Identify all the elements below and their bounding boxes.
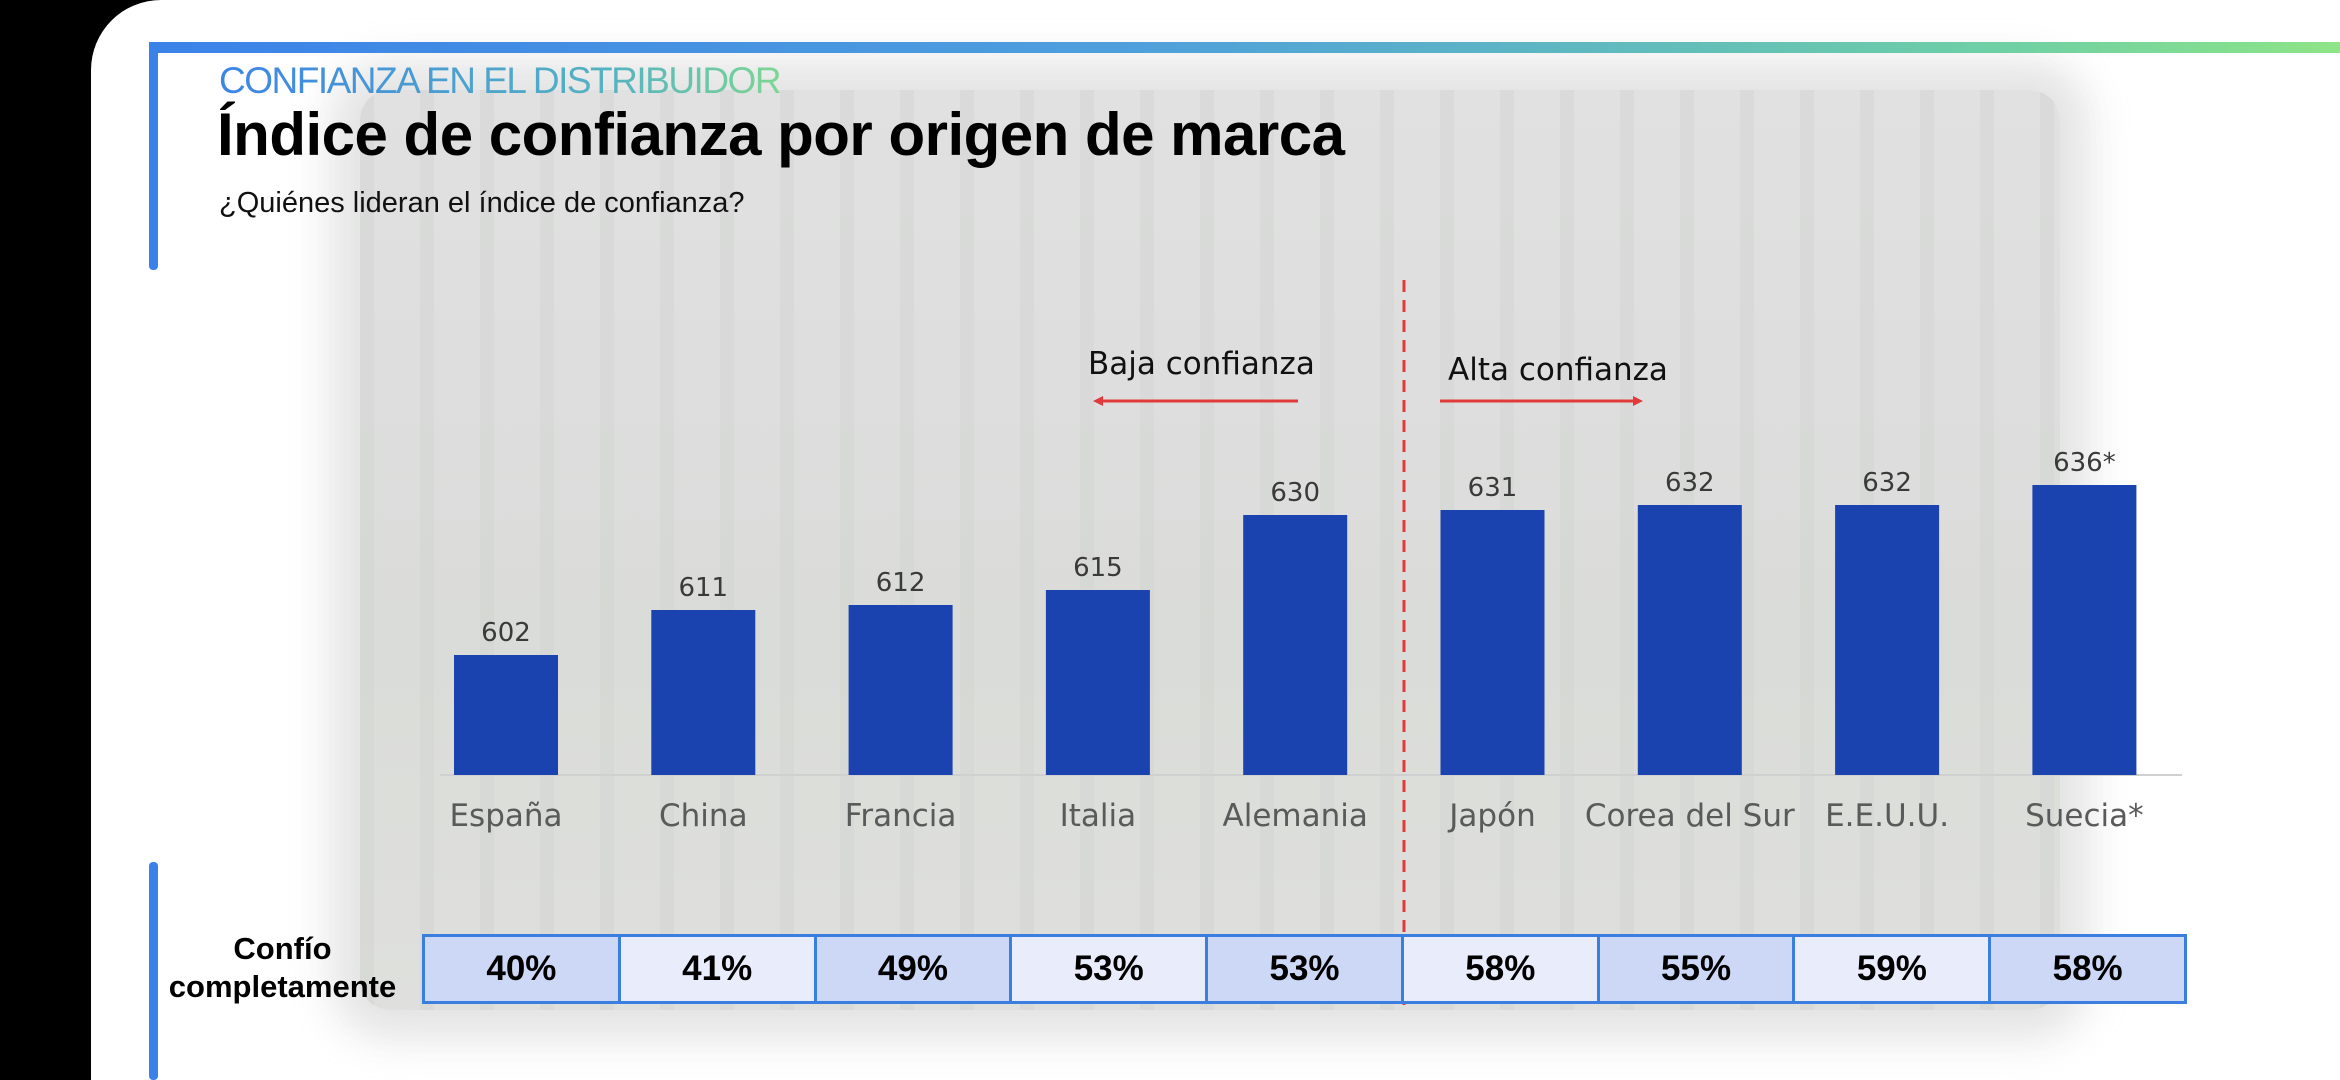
table-cell: 59% xyxy=(1795,937,1992,1001)
table-cell: 41% xyxy=(621,937,817,1001)
low-confidence-label: Baja confianza xyxy=(1088,346,1315,382)
table-cell: 53% xyxy=(1208,937,1404,1001)
bar-value-label: 630 xyxy=(1270,478,1320,508)
bar-value-label: 631 xyxy=(1468,473,1518,503)
page-subtitle: ¿Quiénes lideran el índice de confianza? xyxy=(219,187,745,219)
bar-5 xyxy=(1440,510,1545,775)
table-cell: 55% xyxy=(1599,937,1796,1001)
category-label: China xyxy=(659,798,748,834)
bar-6 xyxy=(1637,505,1742,775)
category-label: E.E.U.U. xyxy=(1825,798,1949,834)
bar-value-label: 636* xyxy=(2053,448,2116,478)
row-label-line1: Confío xyxy=(233,931,332,966)
bar-value-label: 632 xyxy=(1862,468,1912,498)
category-label: Alemania xyxy=(1223,798,1368,834)
category-label: Suecia* xyxy=(2025,798,2144,834)
category-label: Italia xyxy=(1060,798,1137,834)
bar-2 xyxy=(848,605,953,775)
bars-group: 602 España 611 China 612 Francia 615 Italia 630 A… xyxy=(449,448,2143,834)
table-cell: 53% xyxy=(1012,937,1209,1001)
row-label-line2: completamente xyxy=(168,969,397,1004)
bar-value-label: 612 xyxy=(876,568,926,598)
bar-value-label: 615 xyxy=(1073,553,1123,583)
confidence-table: 40% 41% 49% 53% 53% 58% 55% 59% 58% xyxy=(422,934,2187,1004)
bar-value-label: 611 xyxy=(678,573,728,603)
page-title: Índice de confianza por origen de marca xyxy=(217,101,1345,168)
left-accent-bar-bottom xyxy=(149,862,158,1080)
table-row-label: Confío completamente xyxy=(150,930,415,1006)
bar-value-label: 632 xyxy=(1665,468,1715,498)
bar-value-label: 602 xyxy=(481,618,531,648)
section-kicker: CONFIANZA EN EL DISTRIBUIDOR xyxy=(219,60,782,101)
left-accent-bar-top xyxy=(149,42,158,270)
table-cell: 49% xyxy=(816,937,1013,1001)
background-photo xyxy=(360,90,2060,1010)
category-label: Corea del Sur xyxy=(1585,798,1795,834)
table-cell: 58% xyxy=(1991,937,2185,1001)
high-confidence-label: Alta confianza xyxy=(1448,352,1668,388)
bar-1 xyxy=(651,610,756,775)
bar-0 xyxy=(454,655,558,775)
bar-8 xyxy=(2032,485,2137,775)
bar-3 xyxy=(1045,590,1150,775)
category-label: España xyxy=(449,798,562,834)
table-cell: 58% xyxy=(1404,937,1600,1001)
bar-7 xyxy=(1835,505,1940,775)
category-label: Francia xyxy=(845,798,957,834)
top-accent-bar xyxy=(149,42,2340,53)
table-cell: 40% xyxy=(425,937,621,1001)
category-label: Japón xyxy=(1447,798,1535,834)
bar-4 xyxy=(1243,515,1348,775)
